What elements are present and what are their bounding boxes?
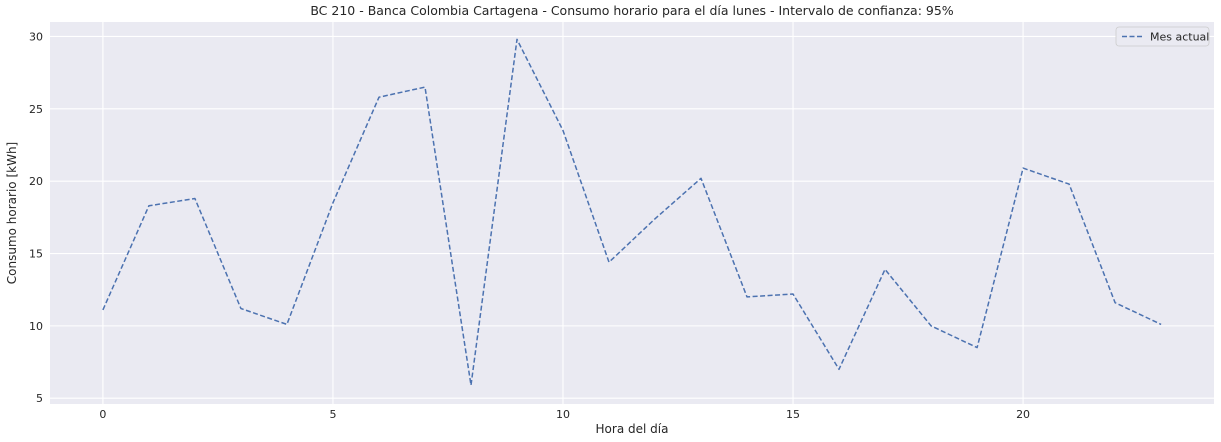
chart-title: BC 210 - Banca Colombia Cartagena - Cons… bbox=[310, 3, 953, 18]
y-tick-label: 25 bbox=[29, 103, 43, 116]
series-layer bbox=[102, 38, 1162, 386]
x-axis-ticks: 0 5 10 15 20 bbox=[99, 408, 1030, 421]
x-tick-label: 10 bbox=[556, 408, 570, 421]
x-tick-label: 5 bbox=[329, 408, 336, 421]
x-tick-label: 0 bbox=[99, 408, 106, 421]
series-line-mes-actual bbox=[102, 38, 1162, 386]
x-tick-label: 15 bbox=[786, 408, 800, 421]
y-tick-label: 30 bbox=[29, 30, 43, 43]
y-tick-label: 15 bbox=[29, 248, 43, 261]
legend: Mes actual bbox=[1115, 26, 1210, 47]
x-axis-label: Hora del día bbox=[596, 422, 669, 436]
y-tick-label: 5 bbox=[36, 392, 43, 405]
y-tick-label: 10 bbox=[29, 320, 43, 333]
y-tick-label: 20 bbox=[29, 175, 43, 188]
legend-box bbox=[1115, 26, 1210, 47]
legend-label: Mes actual bbox=[1150, 31, 1209, 44]
y-axis-ticks: 5 10 15 20 25 30 bbox=[29, 30, 43, 405]
plot-area bbox=[50, 22, 1214, 404]
y-axis-label: Consumo horario [kWh] bbox=[5, 142, 19, 284]
x-tick-label: 20 bbox=[1016, 408, 1030, 421]
